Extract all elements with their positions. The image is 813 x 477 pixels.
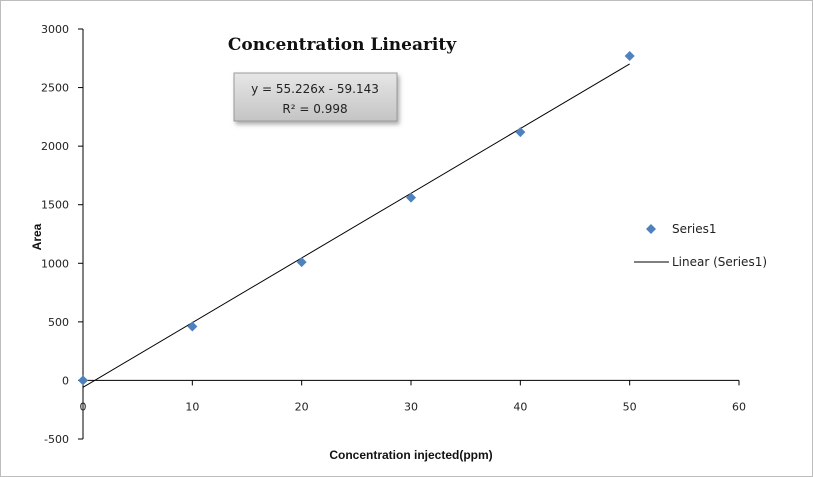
y-tick-label: 2000 xyxy=(41,140,69,153)
data-point-1 xyxy=(187,321,198,332)
trendline-r-squared: R² = 0.998 xyxy=(282,102,347,116)
legend: Series1 Linear (Series1) xyxy=(634,222,767,269)
x-tick-label: 60 xyxy=(732,400,746,413)
x-axis-ticks: 0 10 20 30 40 50 60 xyxy=(80,380,746,413)
y-axis-ticks: -500 0 500 1000 1500 2000 2500 3000 xyxy=(41,23,83,446)
trendline-equation: y = 55.226x - 59.143 xyxy=(251,82,379,96)
y-tick-label: 3000 xyxy=(41,23,69,36)
x-tick-label: 50 xyxy=(623,400,637,413)
y-tick-label: 0 xyxy=(62,374,69,387)
chart-title: Concentration Linearity xyxy=(228,35,457,55)
y-tick-label: 1500 xyxy=(41,199,69,212)
legend-label-series1: Series1 xyxy=(672,222,717,236)
y-tick-label: 2500 xyxy=(41,82,69,95)
trendline-linear-series1 xyxy=(82,63,630,388)
y-tick-label: -500 xyxy=(44,433,69,446)
y-tick-label: 1000 xyxy=(41,257,69,270)
data-point-5 xyxy=(624,50,635,61)
x-tick-label: 10 xyxy=(185,400,199,413)
y-axis-title: Area xyxy=(30,223,44,250)
data-point-4 xyxy=(515,127,526,138)
x-tick-label: 0 xyxy=(80,400,87,413)
series1-markers xyxy=(78,50,635,386)
legend-marker-series1 xyxy=(646,224,656,234)
x-tick-label: 30 xyxy=(404,400,418,413)
legend-label-trendline: Linear (Series1) xyxy=(672,255,767,269)
y-tick-label: 500 xyxy=(48,316,69,329)
x-tick-label: 20 xyxy=(295,400,309,413)
data-point-3 xyxy=(406,192,416,203)
x-axis-title: Concentration injected(ppm) xyxy=(329,448,492,462)
data-point-2 xyxy=(296,257,307,268)
x-tick-label: 40 xyxy=(513,400,527,413)
data-point-0 xyxy=(78,375,88,386)
trendline-equation-box: y = 55.226x - 59.143 R² = 0.998 xyxy=(233,72,398,122)
